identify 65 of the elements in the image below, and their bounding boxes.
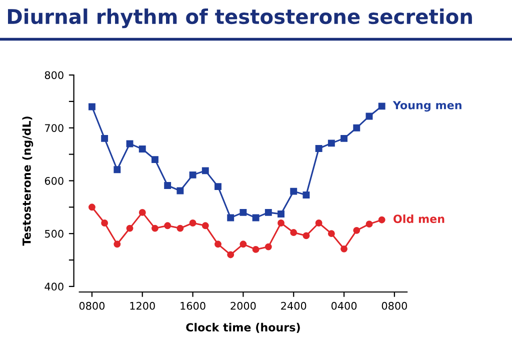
point — [176, 224, 184, 232]
y-tick-label: 600 — [44, 176, 64, 185]
point — [366, 220, 373, 228]
y-tick-label: 500 — [45, 230, 64, 238]
x-tick-label: 2400 — [281, 302, 306, 310]
x-tick-label: 0800 — [79, 302, 105, 310]
point — [240, 240, 247, 248]
x-tick-label: 2000 — [230, 302, 256, 310]
point — [290, 229, 298, 236]
point — [366, 112, 373, 120]
point — [328, 140, 335, 147]
point — [378, 102, 386, 110]
point — [189, 220, 196, 226]
point — [101, 134, 108, 142]
point — [189, 171, 196, 178]
point — [227, 214, 234, 222]
point — [214, 240, 222, 248]
point — [353, 124, 360, 132]
point — [164, 222, 172, 230]
point — [176, 187, 184, 194]
point — [114, 240, 121, 248]
y-tick-label: 800 — [44, 71, 64, 80]
point — [252, 246, 260, 253]
chart-title: Diurnal rhythm of testosterone secretion — [8, 8, 472, 28]
point — [126, 224, 134, 232]
point — [138, 146, 146, 152]
point — [227, 251, 234, 258]
point — [340, 134, 348, 142]
point — [101, 220, 108, 226]
point — [88, 103, 96, 110]
point — [328, 230, 335, 238]
point — [88, 204, 96, 211]
point — [278, 210, 284, 218]
point — [138, 208, 146, 216]
x-tick-label: 1600 — [180, 302, 206, 310]
x-tick-label: 1200 — [130, 302, 155, 310]
point — [126, 140, 134, 148]
point — [152, 156, 158, 164]
point — [202, 222, 209, 230]
point — [240, 208, 247, 216]
series-label: Old men — [394, 214, 444, 224]
point — [214, 183, 222, 190]
y-tick-label: 400 — [44, 282, 64, 291]
point — [302, 232, 310, 240]
point — [264, 243, 272, 250]
point — [202, 167, 209, 174]
point — [353, 226, 360, 234]
point — [164, 182, 172, 189]
point — [278, 220, 284, 226]
y-axis-title: Testosterone (ng/dL) — [22, 116, 34, 246]
point — [290, 188, 298, 195]
point — [252, 214, 260, 222]
x-tick-label: 0400 — [331, 302, 357, 310]
point — [264, 208, 272, 216]
y-tick-label: 700 — [45, 124, 64, 132]
point — [340, 245, 348, 252]
x-axis-title: Clock time (hours) — [186, 322, 300, 333]
point — [302, 192, 310, 198]
point — [378, 216, 386, 224]
point — [114, 166, 121, 174]
x-tick-label: 0800 — [382, 302, 407, 310]
point — [315, 145, 322, 152]
point — [152, 224, 158, 232]
series-label: Young men — [392, 101, 462, 112]
point — [315, 220, 322, 226]
